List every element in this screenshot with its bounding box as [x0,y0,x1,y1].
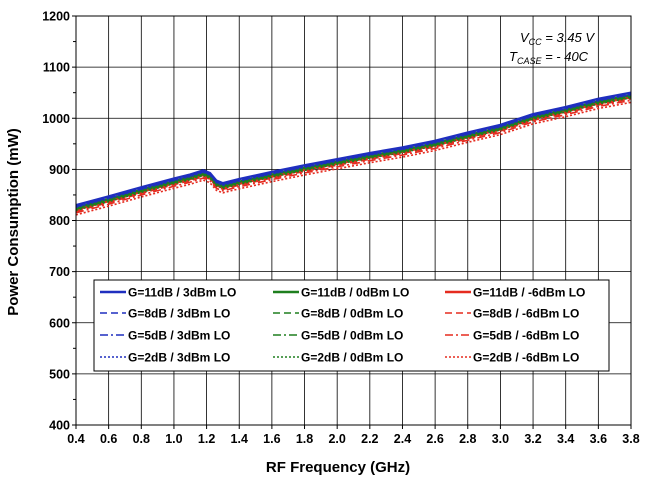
legend-label: G=5dB / -6dBm LO [473,329,579,343]
x-tick-label: 3.2 [524,432,541,446]
x-tick-label: 1.4 [231,432,248,446]
y-tick-label: 500 [49,367,70,381]
legend-label: G=8dB / 0dBm LO [301,307,403,321]
series-layer [75,91,632,216]
x-tick-label: 1.6 [263,432,280,446]
series-line-9 [75,99,632,214]
legend-label: G=11dB / -6dBm LO [473,286,585,300]
tick-layer: 400 500 600 700 800 900 1000 1100 1200 0.4 0.6 0.8 1… [42,10,640,447]
y-axis-title: Power Consumption (mW) [5,128,22,316]
series-line-11 [75,97,632,212]
x-tick-label: 0.6 [100,432,117,446]
series-line-10 [75,93,632,208]
x-tick-label: 3.6 [590,432,607,446]
legend: G=11dB / 3dBm LO G=11dB / 0dBm LO G=11dB /… [93,279,610,372]
x-tick-label: 0.4 [67,432,84,446]
series-line-6 [75,98,632,213]
x-tick-label: 2.0 [328,432,345,446]
legend-label: G=2dB / 3dBm LO [128,351,230,365]
series-line-1 [75,91,632,207]
x-tick-label: 1.0 [165,432,182,446]
legend-label: G=5dB / 0dBm LO [301,329,403,343]
series-line-8 [75,95,632,211]
y-tick-label: 400 [49,419,70,433]
legend-label: G=11dB / 0dBm LO [301,286,409,300]
x-tick-label: 3.0 [492,432,509,446]
x-tick-label: 0.8 [133,432,150,446]
x-tick-label: 2.6 [426,432,443,446]
legend-label: G=8dB / 3dBm LO [128,307,230,321]
x-tick-label: 2.8 [459,432,476,446]
x-tick-label: 2.4 [394,432,411,446]
legend-label: G=8dB / -6dBm LO [473,307,579,321]
legend-label: G=11dB / 3dBm LO [128,286,236,300]
y-tick-label: 600 [49,316,70,330]
legend-label: G=5dB / 3dBm LO [128,329,230,343]
x-tick-label: 1.8 [296,432,313,446]
y-tick-label: 1000 [42,112,70,126]
x-tick-label: 1.2 [198,432,215,446]
y-tick-label: 800 [49,214,70,228]
x-tick-label: 3.4 [557,432,574,446]
legend-box [93,279,610,372]
x-axis-title: RF Frequency (GHz) [266,459,410,476]
tcase-annotation: TCASE = - 40C [509,49,589,66]
series-line-12 [75,101,632,216]
legend-label: G=2dB / 0dBm LO [301,351,403,365]
y-tick-label: 1200 [42,10,70,24]
vcc-annotation: VCC = 3.45 V [520,30,595,47]
x-tick-label: 3.8 [622,432,639,446]
y-tick-label: 1100 [43,61,70,75]
legend-label: G=2dB / -6dBm LO [473,351,579,365]
y-tick-label: 700 [49,265,70,279]
y-tick-label: 900 [49,163,70,177]
x-tick-label: 2.2 [361,432,378,446]
conditions-annotation: VCC = 3.45 V TCASE = - 40C [509,30,595,66]
